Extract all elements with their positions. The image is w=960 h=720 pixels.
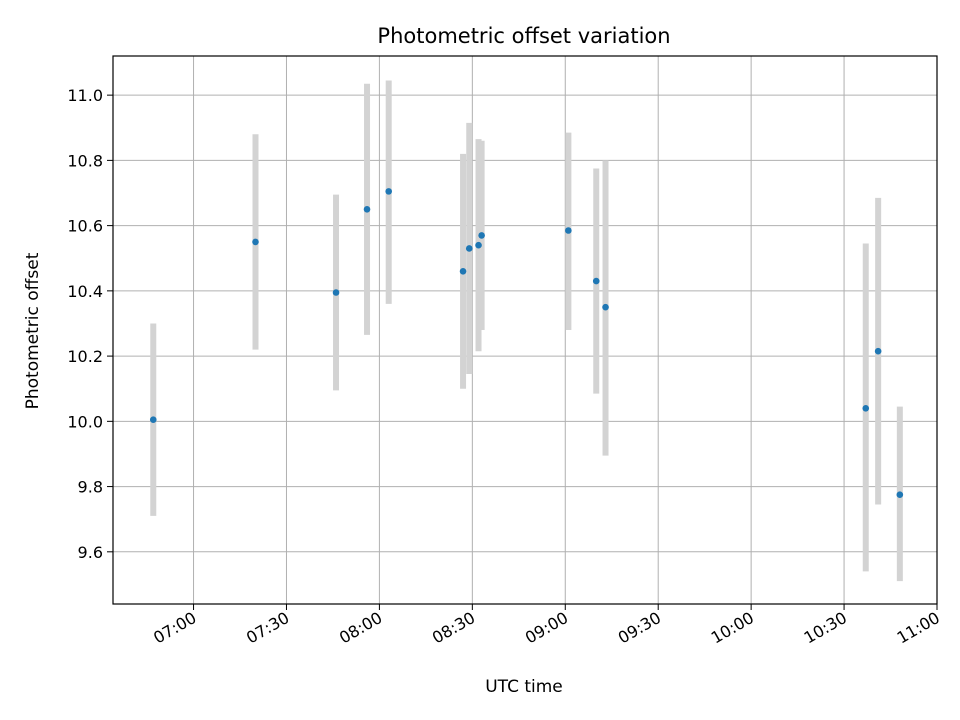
data-point: [602, 303, 609, 311]
y-tick-label: 9.6: [78, 543, 103, 562]
data-point: [332, 289, 340, 296]
data-point: [862, 404, 870, 412]
data-point: [465, 245, 473, 252]
data-points: [149, 188, 904, 499]
grid: [113, 56, 938, 604]
data-point: [459, 267, 467, 275]
y-tick-label: 10.8: [67, 151, 103, 170]
data-point: [149, 416, 157, 424]
y-axis-label: Photometric offset: [23, 252, 43, 409]
plot-frame: [112, 55, 938, 605]
data-point: [896, 491, 904, 499]
y-tick-label: 11.0: [67, 86, 103, 105]
y-tick-label: 10.0: [67, 412, 103, 431]
y-tick-label: 10.6: [67, 217, 103, 236]
x-axis-label: UTC time: [485, 677, 563, 697]
data-point: [874, 347, 882, 355]
data-point: [475, 241, 482, 249]
data-point: [565, 227, 572, 234]
data-point: [363, 206, 371, 213]
y-tick-label: 9.8: [78, 478, 103, 497]
data-point: [478, 232, 485, 239]
data-point: [385, 188, 392, 195]
y-tick-label: 10.2: [67, 347, 103, 366]
y-axis-ticks: 9.6 9.8 10.0 10.2 10.4 10.6 10.8 11.0: [67, 86, 113, 562]
chart-title: Photometric offset variation: [377, 24, 670, 48]
data-point: [592, 277, 600, 285]
y-tick-label: 10.4: [67, 282, 103, 301]
data-point: [252, 238, 259, 246]
